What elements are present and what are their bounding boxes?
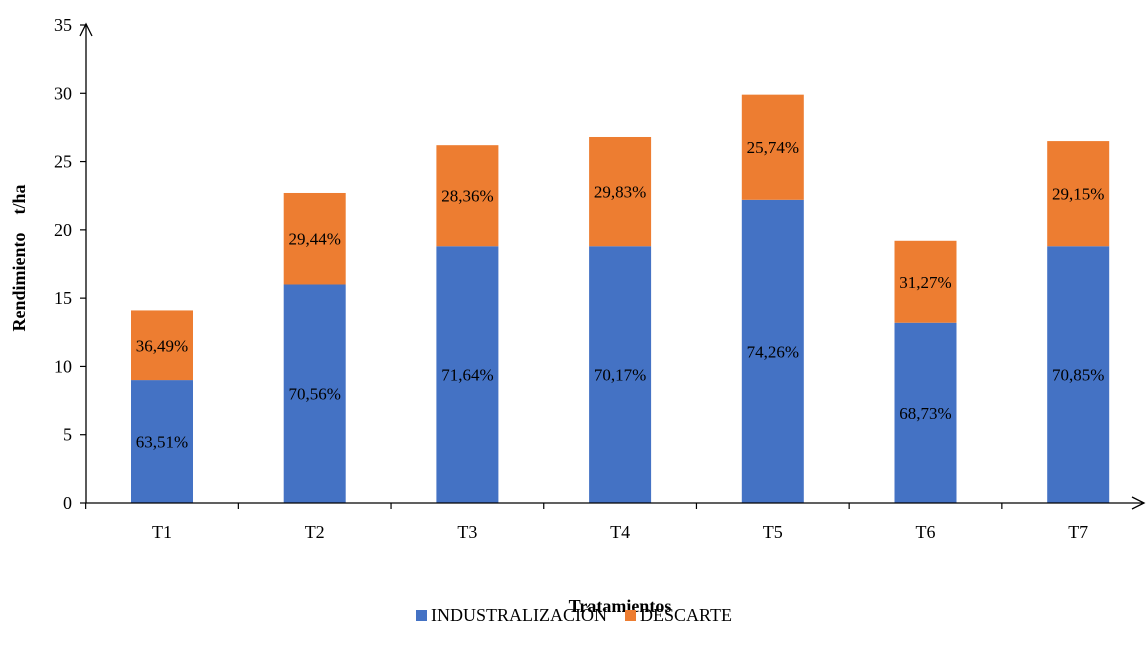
y-tick-label-30: 30: [54, 83, 72, 103]
bar-industralizacion-t2: [283, 284, 346, 503]
x-tick-label-t3: T3: [457, 522, 477, 542]
y-tick-label-35: 35: [54, 15, 72, 35]
data-label-industralizacion-t5: 74,26%: [747, 342, 799, 361]
bar-industralizacion-t3: [436, 246, 499, 503]
data-label-descarte-t5: 25,74%: [747, 138, 799, 157]
x-axis-arrow: [1131, 496, 1146, 510]
y-tick-label-0: 0: [63, 493, 72, 513]
data-label-industralizacion-t7: 70,85%: [1052, 366, 1104, 385]
x-tick-label-t2: T2: [305, 522, 325, 542]
y-axis-arrow: [79, 22, 93, 37]
y-tick-label-15: 15: [54, 288, 72, 308]
bar-industralizacion-t1: [131, 380, 193, 503]
y-tick-label-5: 5: [63, 425, 72, 445]
y-axis-title: Rendimiento t/ha: [9, 184, 29, 331]
data-label-industralizacion-t4: 70,17%: [594, 366, 646, 385]
y-tick-label-25: 25: [54, 152, 72, 172]
x-tick-label-t4: T4: [610, 522, 630, 542]
data-label-descarte-t2: 29,44%: [288, 230, 340, 249]
data-label-industralizacion-t1: 63,51%: [136, 433, 188, 452]
bar-industralizacion-t7: [1047, 246, 1110, 503]
data-label-industralizacion-t2: 70,56%: [288, 385, 340, 404]
bar-industralizacion-t4: [589, 246, 652, 503]
x-tick-label-t1: T1: [152, 522, 172, 542]
bar-industralizacion-t6: [894, 322, 957, 503]
bar-descarte-t6: [894, 240, 957, 323]
legend-item-industralizacion: INDUSTRALIZACIÓN: [416, 605, 607, 626]
bar-descarte-t2: [283, 192, 346, 285]
x-axis-title: Tratamientos: [569, 596, 672, 616]
bar-descarte-t5: [741, 94, 804, 200]
y-tick-label-10: 10: [54, 356, 72, 376]
y-tick-label-20: 20: [54, 220, 72, 240]
bar-descarte-t1: [131, 310, 193, 381]
bar-descarte-t7: [1047, 141, 1110, 247]
x-tick-label-t7: T7: [1068, 522, 1088, 542]
legend-item-descarte: DESCARTE: [625, 605, 732, 626]
bar-descarte-t3: [436, 145, 499, 247]
bar-industralizacion-t5: [741, 199, 804, 503]
legend-label-descarte: DESCARTE: [640, 605, 732, 625]
bar-descarte-t4: [589, 136, 652, 247]
data-label-descarte-t4: 29,83%: [594, 183, 646, 202]
data-label-industralizacion-t3: 71,64%: [441, 366, 493, 385]
legend-label-industralizacion: INDUSTRALIZACIÓN: [431, 605, 608, 625]
data-label-descarte-t6: 31,27%: [899, 273, 951, 292]
legend: INDUSTRALIZACIÓN DESCARTE: [0, 605, 1148, 626]
data-label-industralizacion-t6: 68,73%: [899, 404, 951, 423]
data-label-descarte-t7: 29,15%: [1052, 185, 1104, 204]
x-tick-label-t5: T5: [763, 522, 783, 542]
legend-swatch-descarte: [625, 610, 637, 621]
data-label-descarte-t3: 28,36%: [441, 187, 493, 206]
data-label-descarte-t1: 36,49%: [136, 336, 188, 355]
x-tick-label-t6: T6: [916, 522, 936, 542]
legend-swatch-industralizacion: [416, 610, 428, 621]
